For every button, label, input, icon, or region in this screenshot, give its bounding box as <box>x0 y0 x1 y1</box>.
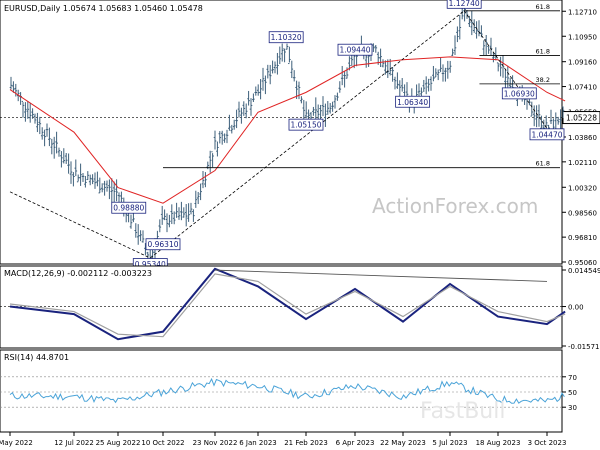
pivot-label-box <box>446 0 482 9</box>
fib-level-label: 61.8 <box>536 3 550 11</box>
trendline-down-2022 <box>9 191 151 259</box>
price-y-tick-label: 0.96810 <box>568 234 597 242</box>
pivot-label-box <box>501 87 537 100</box>
x-tick-label: 6 Jan 2023 <box>239 439 277 447</box>
pivot-label: 0.96310 <box>147 240 178 249</box>
x-tick-label: 23 Nov 2022 <box>193 439 238 447</box>
pivot-label-box <box>288 118 324 131</box>
fib-level-label: 61.8 <box>536 47 550 55</box>
rsi-panel <box>0 349 563 433</box>
pivot-label: 1.04470 <box>531 130 562 139</box>
pivot-label-box <box>337 43 373 56</box>
price-y-tick-label: 1.00320 <box>568 184 597 192</box>
x-tick-label: 21 Feb 2023 <box>284 439 328 447</box>
pivot-label-box <box>145 238 181 251</box>
x-tick-label: 22 May 2023 <box>380 439 426 447</box>
moving-average-line <box>9 56 566 204</box>
rsi-y-axis: 70 50 30 <box>0 374 577 412</box>
macd-divergence-line <box>214 269 548 282</box>
macd-line <box>9 267 566 341</box>
macd-title: MACD(12,26,9) -0.002112 -0.003223 <box>4 269 152 278</box>
price-ma-layer <box>9 56 566 204</box>
pivot-label: 0.95340 <box>135 260 166 269</box>
rsi-line-layer <box>9 377 565 404</box>
price-y-tick-label: 1.12710 <box>568 8 597 16</box>
rsi-line <box>9 377 565 404</box>
macd-panel <box>0 265 563 349</box>
rsi-watermark: FastBull <box>420 399 505 424</box>
macd-lines-layer <box>9 267 566 341</box>
pivot-label: 1.05150 <box>290 121 321 130</box>
rsi-y-tick-label: 70 <box>568 374 577 382</box>
price-title: EURUSD,Daily 1.05674 1.05683 1.05460 1.0… <box>4 4 203 13</box>
macd-y-tick-label: 0.00 <box>568 304 584 312</box>
x-tick-label: 27 May 2022 <box>0 439 33 447</box>
price-y-axis: 1.127101.109501.091601.074101.056501.038… <box>0 8 600 267</box>
macd-y-tick-label: 0.014549 <box>568 267 600 275</box>
pivot-label-box <box>268 31 304 44</box>
current-price-label: 1.05228 <box>566 114 597 123</box>
price-watermark: ActionForex.com <box>372 194 538 218</box>
macd-y-tick-label: -0.015712 <box>568 343 600 351</box>
x-tick-label: 25 Aug 2022 <box>96 439 141 447</box>
rsi-y-tick-label: 50 <box>568 389 577 397</box>
rsi-y-tick-label: 30 <box>568 404 577 412</box>
x-tick-label: 18 Aug 2023 <box>476 439 521 447</box>
pivot-label: 1.09440 <box>339 46 370 55</box>
x-tick-label: 10 Oct 2022 <box>141 439 184 447</box>
price-y-tick-label: 1.07410 <box>568 84 597 92</box>
pivot-label: 0.98880 <box>113 204 144 213</box>
price-y-tick-label: 0.98560 <box>568 209 597 217</box>
pivot-label-box <box>395 95 431 108</box>
pivot-label: 1.06340 <box>397 98 428 107</box>
x-tick-label: 6 Apr 2023 <box>336 439 375 447</box>
x-tick-label: 12 Jul 2022 <box>54 439 94 447</box>
pivot-label: 1.06930 <box>504 89 535 98</box>
rsi-title: RSI(14) 44.8701 <box>4 353 69 362</box>
macd-y-axis: 0.014549 0.00 -0.015712 <box>0 267 600 351</box>
x-tick-label: 5 Jul 2023 <box>432 439 467 447</box>
price-y-tick-label: 1.09160 <box>568 59 597 67</box>
pivot-label-box <box>111 201 147 214</box>
x-tick-label: 3 Oct 2023 <box>528 439 567 447</box>
fib-level-label: 38.2 <box>536 76 550 84</box>
trendline-up-2022-2023 <box>150 10 465 259</box>
price-annotations-layer: 61.8 61.8 38.2 61.8 0.95340 0.96310 0.98880 1.1… <box>9 0 565 270</box>
price-panel <box>0 0 563 265</box>
fib-level-label: 61.8 <box>536 160 550 168</box>
price-y-tick-label: 1.10950 <box>568 33 597 41</box>
price-y-tick-label: 1.03860 <box>568 134 597 142</box>
price-y-tick-label: 0.95060 <box>568 259 597 267</box>
price-y-tick-label: 1.02110 <box>568 159 597 167</box>
pivot-label: 1.10320 <box>271 33 302 42</box>
pivot-label-box <box>529 128 565 141</box>
pivot-label: 1.12740 <box>449 0 480 8</box>
trendline-down-2023 <box>463 10 548 129</box>
macd-signal-line <box>9 273 566 338</box>
